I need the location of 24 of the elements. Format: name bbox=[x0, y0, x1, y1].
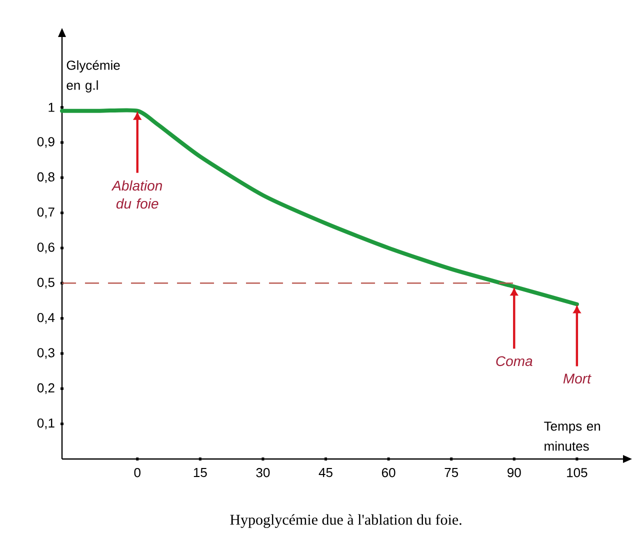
x-tick-label: 30 bbox=[256, 468, 270, 478]
y-tick-label: 0,8 bbox=[37, 172, 54, 184]
x-tick-label: 90 bbox=[508, 468, 521, 478]
x-tick-label: 0 bbox=[134, 468, 140, 478]
text: Hypoglycémie due à l'ablation du foie. bbox=[230, 514, 462, 528]
annotation: Mort bbox=[563, 374, 592, 384]
x-tick-label: 15 bbox=[194, 468, 207, 478]
annotation: Ablation du foie bbox=[111, 180, 162, 209]
y-tick-label: 0,2 bbox=[37, 383, 54, 394]
y-tick-label: 0,5 bbox=[37, 278, 54, 289]
x-tick-label: 75 bbox=[444, 468, 458, 478]
y-tick-label: 1 bbox=[48, 102, 54, 112]
x-tick-label: 60 bbox=[382, 468, 396, 478]
x-axis-title: Temps en minutes bbox=[544, 422, 600, 451]
y-tick-label: 0,1 bbox=[37, 418, 54, 430]
x-tick-label: 45 bbox=[318, 468, 332, 478]
annotation: Coma bbox=[496, 356, 532, 366]
y-tick-label: 0,4 bbox=[37, 312, 55, 324]
y-tick-label: 0,7 bbox=[37, 207, 54, 218]
y-tick-label: 0,6 bbox=[37, 242, 54, 254]
y-tick-label: 0,3 bbox=[37, 348, 54, 359]
y-tick-label: 0,9 bbox=[37, 137, 54, 148]
x-tick-label: 105 bbox=[567, 468, 588, 478]
y-axis-title: Glycémie en g.l bbox=[66, 60, 120, 92]
